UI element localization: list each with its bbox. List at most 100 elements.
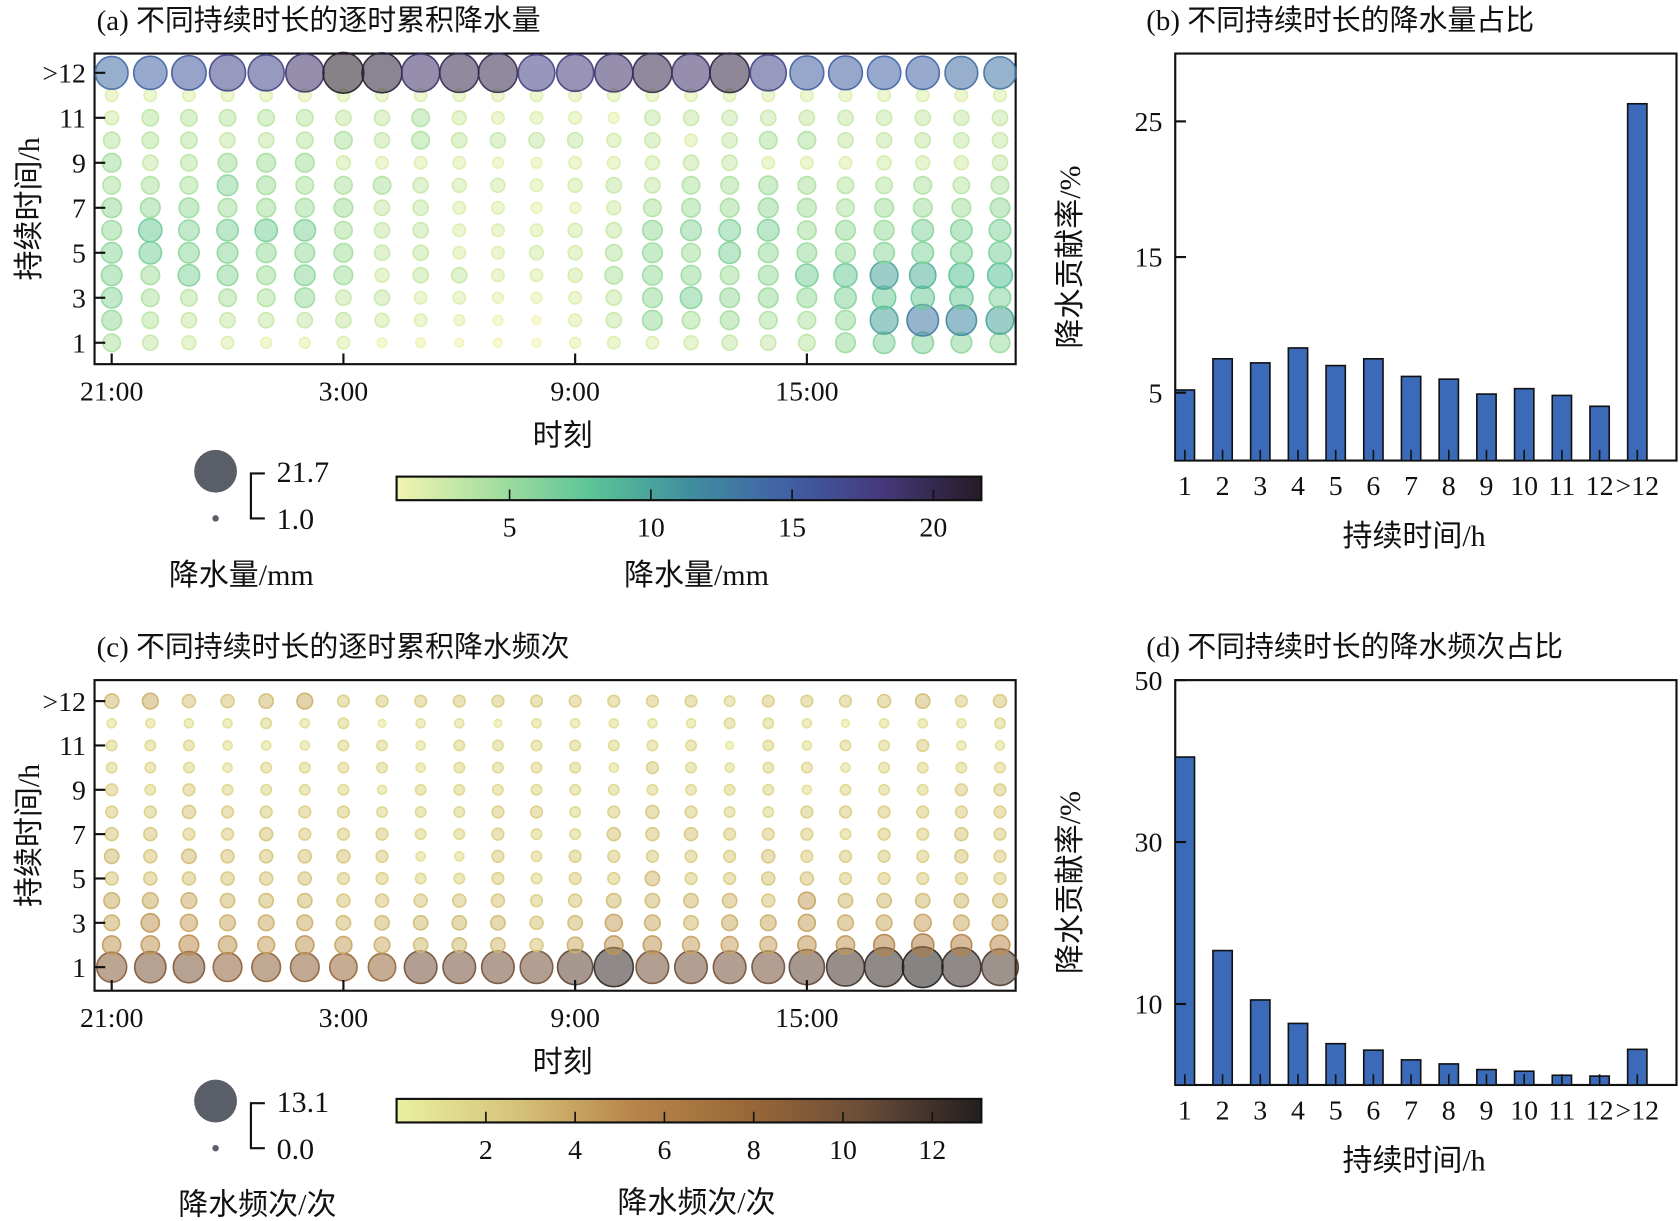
bubble-9h-0:00 — [221, 783, 234, 796]
bubble-11h-12:00 — [685, 739, 697, 752]
size-legend-large-circle — [194, 1079, 237, 1123]
bubble-5h-6:00 — [452, 245, 467, 260]
bubble-3h-22:00 — [140, 912, 161, 933]
bubble-9h-13:00 — [721, 154, 739, 172]
bubble-3h-23:00 — [179, 288, 198, 307]
bubble-7h-14:00 — [761, 827, 775, 841]
bubble->12h-8:00 — [517, 53, 556, 92]
bubble-7h-0:00 — [220, 827, 235, 841]
bubble-11h-16:00 — [839, 739, 852, 752]
colorbar-tick-label: 8 — [747, 1135, 761, 1166]
bubble-2h-15:00 — [797, 310, 817, 330]
bubble-6h-5:00 — [415, 850, 426, 862]
bubble-4h-15:00 — [797, 891, 817, 910]
bubble-11h-15:00 — [801, 740, 813, 751]
bubble-4h-21:00 — [103, 892, 121, 910]
bubble-9h-8:00 — [530, 783, 543, 796]
bubble-5h-22:00 — [138, 240, 163, 265]
bubble->12h-3:00 — [336, 694, 351, 708]
bubble-4h-11:00 — [644, 892, 661, 909]
y-tick-label: 15 — [1135, 243, 1163, 274]
bubble-12h-0:00 — [222, 717, 233, 729]
bubble-6h-22:00 — [143, 849, 158, 864]
bubble->12h-16:00 — [838, 694, 853, 708]
bubble-6h-11:00 — [645, 849, 660, 863]
bubble-1h-23:00 — [181, 335, 197, 351]
bubble-10h-15:00 — [797, 130, 817, 150]
bubble-8h-13:00 — [720, 175, 740, 195]
bubble-4h-3:00 — [336, 893, 351, 908]
x-tick-label: 21:00 — [80, 377, 143, 408]
y-tick-label: 7 — [72, 193, 86, 224]
colorbar-tick-label: 6 — [657, 1135, 671, 1166]
bubble-3h-20:00 — [991, 914, 1009, 932]
bubble-3h-6:00 — [451, 914, 468, 931]
bubble-2h-22:00 — [140, 935, 161, 955]
bubble-10h-14:00 — [762, 761, 775, 774]
bubble-6h-6:00 — [452, 223, 467, 238]
bubble-5h-0:00 — [216, 241, 239, 264]
bubble-11h-13:00 — [721, 109, 739, 127]
bubble-9h-19:00 — [954, 783, 969, 797]
y-tick-label: 11 — [59, 731, 86, 762]
bubble->12h-9:00 — [555, 53, 595, 93]
bubble-1h-7:00 — [492, 337, 504, 348]
size-legend-min: 0.0 — [277, 1133, 314, 1166]
bubble-4h-22:00 — [140, 265, 161, 286]
bubble-9h-7:00 — [491, 156, 505, 169]
bubble-6h-7:00 — [490, 223, 505, 238]
bubble-10h-11:00 — [645, 760, 660, 775]
bubble-10h-3:00 — [333, 130, 353, 150]
bubble-7h-6:00 — [452, 200, 467, 215]
bubble-3h-21:00 — [103, 914, 121, 932]
bubble-11h-14:00 — [759, 109, 777, 127]
bubble-3h-16:00 — [834, 286, 858, 310]
bubble-8h-19:00 — [952, 176, 971, 195]
bubble-10h-1:00 — [257, 131, 275, 149]
bubble-6h-8:00 — [530, 850, 543, 863]
bubble-3h-23:00 — [179, 913, 199, 933]
bubble-11h-6:00 — [453, 739, 466, 752]
bubble->12h-23:00 — [170, 54, 207, 91]
bubble-1h-16:00 — [834, 332, 857, 354]
size-legend-max: 21.7 — [277, 456, 329, 489]
bubble->12h-0:00 — [208, 54, 247, 92]
x-tick-label: 21:00 — [80, 1003, 143, 1034]
bubble-10h-19:00 — [955, 761, 968, 774]
y-axis-label: 持续时间/h — [13, 764, 46, 907]
bubble-10h-14:00 — [758, 130, 778, 150]
bubble-1h-8:00 — [519, 950, 554, 985]
bubble-7h-2:00 — [298, 827, 312, 841]
bubble-11h-3:00 — [335, 109, 352, 127]
bubble-7h-5:00 — [412, 199, 430, 217]
bubble-11h-8:00 — [529, 110, 544, 125]
bubble-3h-4:00 — [374, 914, 390, 931]
bubble->12h-22:00 — [141, 692, 159, 710]
bubble-3h-2:00 — [296, 914, 314, 932]
bubble-4h-23:00 — [180, 892, 198, 910]
bubble-5h-4:00 — [375, 871, 389, 886]
x-tick-label: 9:00 — [550, 1003, 599, 1034]
bubble-6h-4:00 — [373, 221, 391, 239]
bubble-10h-20:00 — [991, 131, 1009, 149]
bubble-6h-22:00 — [137, 217, 163, 243]
bubble-12h-18:00 — [917, 717, 929, 729]
bubble-8h-2:00 — [295, 175, 315, 195]
y-tick-label: >12 — [42, 687, 86, 718]
bubble-9h-1:00 — [256, 152, 277, 173]
y-axis-label: 降水贡献率/% — [1054, 165, 1087, 348]
bubble-1h-12:00 — [683, 335, 699, 351]
bubble->12h-19:00 — [944, 55, 979, 90]
size-legend-small-circle — [212, 515, 219, 522]
bubble-10h-11:00 — [644, 131, 661, 149]
bubble-5h-3:00 — [333, 242, 354, 263]
bubble-11h-9:00 — [569, 739, 582, 752]
bubble-4h-5:00 — [413, 893, 428, 908]
bubble-1h-22:00 — [141, 334, 159, 352]
x-tick-label: 1 — [1178, 1095, 1192, 1126]
bubble-7h-7:00 — [490, 200, 505, 215]
bubble-7h-11:00 — [645, 826, 660, 842]
bubble-2h-2:00 — [296, 311, 314, 329]
bubble-8h-15:00 — [800, 805, 814, 819]
bubble-1h-9:00 — [568, 336, 582, 349]
